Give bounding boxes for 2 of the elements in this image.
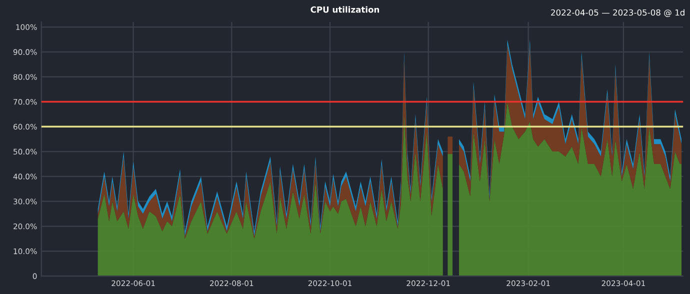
chart-title: CPU utilization xyxy=(310,6,380,13)
text: 2022-04-05 — 2023-05-08 @ 1d xyxy=(551,9,684,17)
